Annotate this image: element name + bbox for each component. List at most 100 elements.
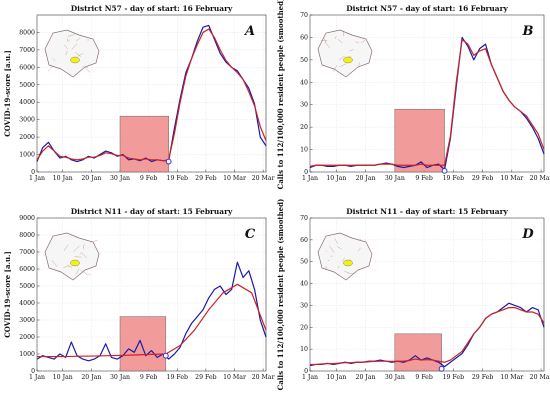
y-tick-label: 40 [300,79,308,86]
y-tick-label: 8000 [19,232,35,239]
y-tick-label: 3000 [19,117,35,124]
y-tick-label: 50 [300,259,308,266]
series-line-1 [36,261,267,362]
series-line-2 [310,307,545,366]
district-boundary [335,36,337,39]
x-tick-label: 1 Jan [29,374,45,381]
district-map-outline [317,232,373,281]
y-tick-label: 2000 [19,334,35,341]
district-boundary [83,243,85,250]
district-boundary [336,246,342,250]
panel-title: District N11 - day of start: 15 February [71,207,233,216]
district-boundary [357,247,361,252]
district-boundary [361,40,366,44]
district-boundary [339,63,347,68]
x-tick-label: 10 Mar [223,374,246,381]
chart-panel-a: District N57 - day of start: 16 February… [3,4,275,182]
pre-start-shaded-area [394,108,445,173]
y-tick-label: 30 [300,302,308,309]
x-tick-label: 29 Feb [195,374,216,381]
x-tick-label: 19 Feb [167,374,188,381]
x-tick-label: 10 Jan [326,374,346,381]
district-boundary [88,273,91,276]
x-tick-label: 20 Jan [356,175,376,182]
district-boundary [67,34,75,37]
series-line-2 [309,39,545,167]
y-tick-label: 60 [300,237,308,244]
highlighted-district [343,56,353,64]
district-boundary [327,259,330,262]
day-of-start-marker [441,167,448,174]
x-tick-label: 29 Feb [472,374,493,381]
x-tick-label: 10 Mar [223,175,246,182]
district-map-outline [44,29,100,78]
district-boundary [81,252,87,259]
district-boundary [63,244,69,252]
x-tick-label: 9 Feb [140,374,158,381]
district-boundary [329,246,335,253]
y-tick-label: 6000 [19,64,35,71]
y-axis-label: Calls to 112/100,000 resident people (sm… [276,0,285,189]
district-boundary [82,66,89,69]
y-tick-label: 0 [304,368,308,375]
x-tick-label: 19 Feb [167,175,188,182]
x-tick-label: 19 Feb [443,175,464,182]
series-line-2 [36,28,267,162]
highlighted-district [343,259,353,267]
y-tick-label: 0 [31,169,35,176]
x-tick-label: 9 Feb [415,374,433,381]
district-boundary [342,257,345,262]
y-tick-label: 3000 [19,317,35,324]
y-tick-label: 70 [300,12,308,19]
y-tick-label: 40 [300,281,308,288]
y-tick-label: 2000 [19,134,35,141]
panel-letter: B [522,24,534,39]
y-tick-label: 10 [300,346,308,353]
x-tick-label: 29 Feb [195,175,216,182]
district-boundary [63,264,70,269]
x-tick-label: 10 Jan [326,175,346,182]
panel-title: District N11 - day of start: 15 February [346,207,508,216]
x-tick-label: 20 Mar [252,374,275,381]
district-boundary [343,30,344,37]
x-tick-label: 30 Jan [385,374,405,381]
district-boundary [358,62,360,67]
y-tick-label: 7000 [19,249,35,256]
pre-start-shaded-area [119,115,169,173]
district-boundary [76,37,81,42]
district-boundary [68,266,73,268]
y-tick-label: 50 [300,57,308,64]
district-boundary [73,245,80,252]
y-axis-label: COVID-19-score [a.u.] [3,251,12,338]
x-tick-label: 20 Mar [252,175,275,182]
district-boundary [75,268,80,275]
district-boundary [65,50,68,56]
x-tick-label: 20 Jan [81,175,101,182]
district-boundary [323,37,327,43]
district-boundary [63,44,68,50]
x-tick-label: 20 Mar [530,374,550,381]
y-tick-label: 1000 [19,152,35,159]
x-tick-label: 10 Jan [53,175,73,182]
chart-panel-c: District N11 - day of start: 15 February… [3,207,275,381]
highlighted-district [70,259,80,267]
pre-start-shaded-area [119,316,167,372]
district-boundary [47,66,53,72]
x-tick-label: 9 Feb [140,175,158,182]
panel-title: District N57 - day of start: 16 February [71,4,233,13]
series-line-1 [36,24,267,163]
y-tick-label: 4000 [19,300,35,307]
x-tick-label: 30 Jan [385,175,405,182]
district-boundary [334,238,339,245]
y-tick-label: 7000 [19,47,35,54]
y-tick-label: 0 [304,169,308,176]
district-boundary [338,55,345,61]
y-tick-label: 5000 [19,82,35,89]
y-tick-label: 30 [300,102,308,109]
y-axis-label: Calls to 112/100,000 resident people (sm… [276,199,285,391]
district-boundary [332,64,338,72]
district-boundary [324,41,330,48]
district-boundary [325,250,327,252]
x-tick-label: 10 Mar [500,175,523,182]
